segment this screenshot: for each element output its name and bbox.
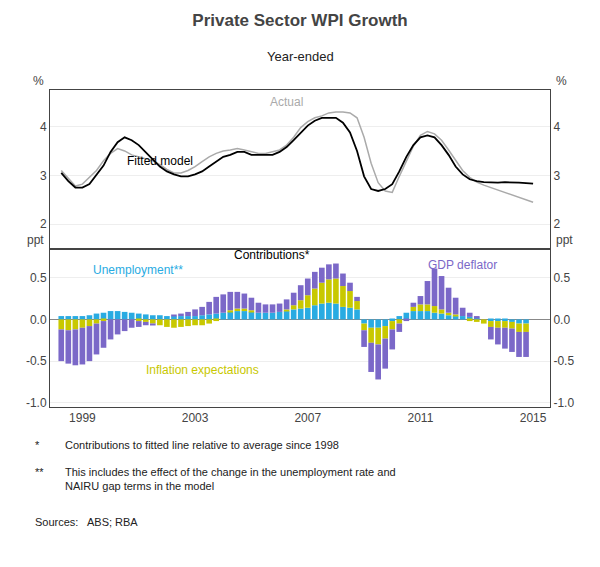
svg-text:-1.0: -1.0 [26, 396, 47, 410]
svg-text:4: 4 [553, 120, 560, 134]
svg-text:2: 2 [40, 217, 47, 231]
svg-text:Inflation expectations: Inflation expectations [146, 363, 259, 377]
svg-text:GDP deflator: GDP deflator [428, 258, 497, 272]
svg-text:-0.5: -0.5 [553, 354, 574, 368]
svg-text:Contributions*: Contributions* [234, 248, 310, 262]
svg-text:Fitted model: Fitted model [127, 154, 193, 168]
svg-text:Unemployment**: Unemployment** [93, 263, 183, 277]
svg-text:0.5: 0.5 [30, 271, 47, 285]
svg-text:2003: 2003 [182, 411, 209, 425]
svg-text:Sources: ABS; RBA: Sources: ABS; RBA [35, 516, 138, 528]
svg-text:2015: 2015 [520, 411, 547, 425]
svg-text:ppt: ppt [556, 233, 573, 247]
svg-text:3: 3 [40, 169, 47, 183]
svg-text:-1.0: -1.0 [553, 396, 574, 410]
svg-text:Contributions to fitted line r: Contributions to fitted line relative to… [65, 439, 339, 451]
svg-text:This includes the effect of th: This includes the effect of the change i… [65, 466, 396, 492]
svg-text:0.5: 0.5 [553, 271, 570, 285]
svg-text:**: ** [35, 466, 44, 478]
svg-text:2011: 2011 [408, 411, 434, 425]
svg-text:Actual: Actual [270, 95, 303, 109]
svg-text:*: * [35, 439, 40, 451]
svg-text:0.0: 0.0 [553, 313, 570, 327]
svg-text:%: % [33, 74, 44, 88]
svg-text:4: 4 [40, 120, 47, 134]
svg-text:3: 3 [553, 169, 560, 183]
svg-text:Private Sector WPI Growth: Private Sector WPI Growth [192, 11, 407, 30]
svg-text:Year-ended: Year-ended [267, 49, 334, 64]
svg-text:2: 2 [553, 217, 560, 231]
svg-text:ppt: ppt [27, 233, 44, 247]
svg-text:0.0: 0.0 [30, 313, 47, 327]
svg-text:-0.5: -0.5 [26, 354, 47, 368]
svg-text:1999: 1999 [69, 411, 96, 425]
svg-text:%: % [556, 74, 567, 88]
svg-text:2007: 2007 [294, 411, 321, 425]
